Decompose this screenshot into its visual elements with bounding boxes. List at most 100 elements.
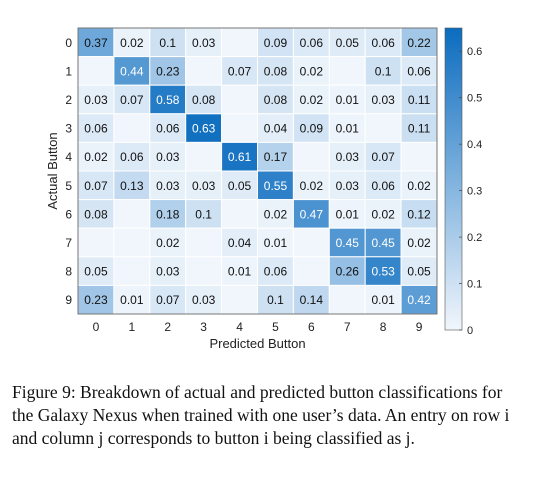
- cell-value-label: 0.04: [264, 122, 288, 136]
- heatmap-cell: [292, 256, 330, 286]
- cell-value-label: 0.1: [267, 293, 284, 307]
- cell-value-label: 0.03: [156, 150, 180, 164]
- y-tick-label: 4: [65, 150, 72, 164]
- heatmap-cell: [292, 141, 330, 172]
- x-tick-label: 8: [380, 320, 387, 334]
- cell-value-label: 0.01: [371, 293, 395, 307]
- cell-value-label: 0.11: [408, 122, 431, 136]
- colorbar-tick-label: 0.3: [467, 186, 482, 198]
- heatmap-cells: 0.37 0.02 0.1 0.03 0.09 0.06 0.05 0.06 0.22 0.44 0…: [77, 27, 438, 315]
- heatmap-cell: [149, 284, 187, 315]
- cell-value-label: 0.01: [336, 122, 360, 136]
- cell-value-label: 0.44: [120, 64, 144, 78]
- cell-value-label: 0.05: [407, 265, 431, 279]
- heatmap-cell: [221, 256, 259, 286]
- cell-value-label: 0.06: [371, 36, 395, 50]
- heatmap-cell: [77, 56, 115, 86]
- heatmap-cell: [221, 113, 259, 143]
- cell-value-label: 0.08: [84, 207, 108, 221]
- cell-value-label: 0.55: [264, 179, 288, 193]
- heatmap-cell: [364, 170, 402, 201]
- colorbar-tick-label: 0.2: [467, 232, 482, 244]
- cell-value-label: 0.47: [300, 207, 324, 221]
- cell-value-label: 0.06: [407, 64, 431, 78]
- x-tick-label: 2: [164, 320, 171, 334]
- x-tick-label: 7: [344, 320, 351, 334]
- heatmap-cell: [257, 199, 294, 229]
- cell-value-label: 0.07: [84, 179, 108, 193]
- cell-value-label: 0.08: [192, 93, 216, 107]
- cell-value-label: 0.06: [264, 265, 288, 279]
- x-tick-labels: 0 1 2 3 4 5 6 7 8 9: [93, 320, 423, 334]
- y-tick-label: 0: [65, 36, 72, 50]
- cell-value-label: 0.07: [120, 93, 144, 107]
- heatmap-cell: [221, 84, 259, 115]
- heatmap-cell: [185, 141, 223, 172]
- y-tick-label: 5: [65, 179, 72, 193]
- heatmap-cell: [185, 56, 223, 86]
- cell-value-label: 0.02: [84, 150, 108, 164]
- cell-value-label: 0.02: [371, 207, 395, 221]
- cell-value-label: 0.02: [156, 236, 180, 250]
- cell-value-label: 0.05: [228, 179, 252, 193]
- cell-value-label: 0.01: [264, 236, 288, 250]
- x-tick-label: 0: [93, 320, 100, 334]
- colorbar-tick-label: 0: [467, 325, 473, 337]
- heatmap-cell: [257, 113, 294, 143]
- cell-value-label: 0.42: [407, 293, 431, 307]
- heatmap-cell: [149, 84, 187, 115]
- heatmap-cell: [328, 227, 366, 258]
- heatmap-cell: [292, 27, 330, 58]
- cell-value-label: 0.01: [336, 207, 360, 221]
- cell-value-label: 0.02: [407, 236, 431, 250]
- heatmap-cell: [77, 256, 115, 286]
- heatmap-cell: [364, 27, 402, 58]
- cell-value-label: 0.01: [228, 265, 252, 279]
- cell-value-label: 0.08: [264, 64, 288, 78]
- heatmap-cell: [77, 227, 115, 258]
- cell-value-label: 0.61: [228, 150, 252, 164]
- cell-value-label: 0.02: [264, 207, 288, 221]
- heatmap-cell: [328, 284, 366, 315]
- heatmap-cell: [292, 199, 330, 229]
- cell-value-label: 0.03: [371, 93, 395, 107]
- heatmap-cell: [257, 256, 294, 286]
- cell-value-label: 0.06: [84, 122, 108, 136]
- cell-value-label: 0.11: [408, 93, 431, 107]
- heatmap-cell: [113, 256, 151, 286]
- cell-value-label: 0.37: [84, 36, 108, 50]
- cell-value-label: 0.26: [336, 265, 360, 279]
- heatmap-cell: [113, 56, 151, 86]
- heatmap-cell: [221, 284, 259, 315]
- heatmap-cell: [364, 113, 402, 143]
- x-tick-label: 5: [272, 320, 279, 334]
- heatmap-cell: [328, 199, 366, 229]
- x-tick-label: 4: [236, 320, 243, 334]
- cell-value-label: 0.02: [120, 36, 144, 50]
- heatmap-cell: [185, 284, 223, 315]
- heatmap-cell: [185, 84, 223, 115]
- cell-value-label: 0.63: [192, 122, 216, 136]
- colorbar: 0 0.1 0.2 0.3 0.4 0.5 0.6: [444, 27, 482, 337]
- cell-value-label: 0.1: [195, 207, 212, 221]
- cell-value-label: 0.58: [156, 93, 180, 107]
- heatmap-cell: [149, 170, 187, 201]
- cell-value-label: 0.12: [407, 207, 431, 221]
- heatmap-cell: [221, 56, 259, 86]
- heatmap-cell: [400, 56, 438, 86]
- cell-value-label: 0.03: [336, 150, 360, 164]
- cell-value-label: 0.18: [156, 207, 180, 221]
- x-tick-label: 6: [308, 320, 315, 334]
- cell-value-label: 0.07: [228, 64, 252, 78]
- cell-value-label: 0.09: [300, 122, 324, 136]
- cell-value-label: 0.03: [156, 265, 180, 279]
- heatmap-cell: [113, 284, 151, 315]
- y-axis-title: Actual Button: [45, 132, 60, 209]
- heatmap-cell: [328, 56, 366, 86]
- heatmap-cell: [257, 284, 294, 315]
- x-tick-label: 3: [200, 320, 207, 334]
- y-tick-label: 2: [65, 93, 72, 107]
- cell-value-label: 0.23: [84, 293, 108, 307]
- cell-value-label: 0.03: [336, 179, 360, 193]
- colorbar-gradient: [444, 27, 463, 331]
